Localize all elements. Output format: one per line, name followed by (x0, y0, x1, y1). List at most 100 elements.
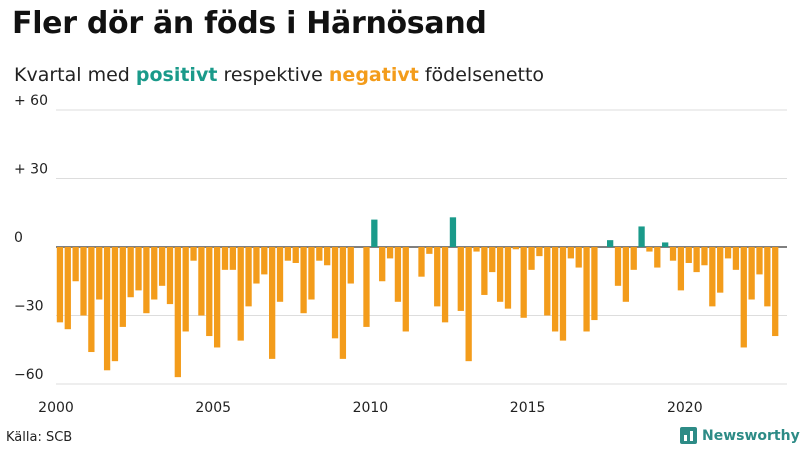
bar (567, 247, 574, 259)
bar (394, 247, 402, 302)
bar-chart-icon (680, 427, 697, 444)
bar (441, 247, 449, 323)
bar (677, 247, 685, 291)
bar (457, 247, 464, 311)
bar (276, 247, 284, 302)
bar (646, 247, 653, 252)
bar (158, 247, 166, 286)
bar (701, 247, 708, 266)
brand-logo: Newsworthy (680, 427, 800, 444)
bar (685, 247, 692, 263)
bar (221, 247, 229, 270)
brand-name: Newsworthy (702, 427, 800, 444)
bar (496, 247, 504, 302)
bar (151, 247, 158, 300)
subtitle-positive: positivt (135, 64, 218, 86)
bar (237, 247, 244, 341)
bar (662, 242, 669, 247)
bar (434, 247, 441, 307)
bar (583, 247, 590, 332)
y-tick-label: −30 (14, 299, 44, 315)
bar (630, 247, 637, 270)
bar (316, 247, 323, 261)
bar (418, 247, 425, 277)
bar (206, 247, 213, 337)
x-tick-label: 2000 (38, 400, 74, 416)
bar (386, 247, 394, 259)
bar (379, 247, 386, 282)
bar (740, 247, 747, 348)
bar (473, 247, 480, 252)
bar (174, 247, 181, 378)
bar (669, 247, 677, 261)
bar (103, 247, 111, 371)
bar (575, 247, 582, 268)
bar (331, 247, 339, 339)
bar (481, 247, 488, 295)
bar (80, 247, 87, 316)
bar (536, 247, 543, 257)
bar (292, 247, 299, 263)
bar (269, 247, 276, 359)
bar (284, 247, 292, 261)
bar (127, 247, 134, 298)
bar (544, 247, 551, 316)
bar (693, 247, 700, 273)
bar (638, 226, 645, 247)
bar (520, 247, 527, 318)
x-tick-label: 2010 (353, 400, 389, 416)
bar (371, 219, 378, 247)
bar (143, 247, 150, 314)
bar (622, 247, 630, 302)
bar (166, 247, 174, 305)
subtitle-middle: respektive (217, 64, 329, 86)
bar (449, 217, 457, 247)
chart-title: Fler dör än föds i Härnösand (12, 6, 487, 41)
x-tick-label: 2015 (510, 400, 546, 416)
subtitle-negative: negativt (328, 64, 419, 86)
bar (88, 247, 95, 353)
bar-chart: + 60 + 30 0 −30 −60 2000 2005 2010 2015 2020 (14, 93, 787, 416)
bar (64, 247, 71, 330)
y-tick-label: + 30 (14, 162, 48, 178)
bar (339, 247, 347, 359)
bar (559, 247, 567, 341)
subtitle-prefix: Kvartal med (14, 64, 136, 86)
x-tick-label: 2020 (667, 400, 703, 416)
bar (182, 247, 189, 332)
y-tick-label: 0 (14, 230, 23, 246)
bar (363, 247, 370, 327)
bar (654, 247, 661, 268)
bar (756, 247, 763, 275)
subtitle-suffix: födelsenetto (418, 64, 545, 86)
bar (96, 247, 103, 300)
bar (253, 247, 260, 284)
bar (324, 247, 331, 266)
bar (402, 247, 409, 332)
bar (426, 247, 433, 254)
bar (213, 247, 221, 348)
bar (772, 247, 779, 337)
bar (300, 247, 307, 314)
bar (614, 247, 622, 286)
bar (528, 247, 535, 270)
source-label: Källa: SCB (6, 430, 73, 445)
bar (551, 247, 559, 332)
bar (245, 247, 252, 307)
bar (308, 247, 315, 300)
bar (764, 247, 771, 307)
bar (724, 247, 732, 259)
bar (261, 247, 268, 275)
bar (229, 247, 236, 270)
x-tick-label: 2005 (195, 400, 231, 416)
bar (717, 247, 724, 293)
bar (135, 247, 142, 291)
bar (198, 247, 205, 316)
bar (72, 247, 79, 282)
bar (748, 247, 755, 300)
bar (504, 247, 512, 309)
y-tick-label: + 60 (14, 93, 48, 109)
bar (732, 247, 740, 270)
bar (512, 247, 519, 250)
bar (111, 247, 119, 362)
